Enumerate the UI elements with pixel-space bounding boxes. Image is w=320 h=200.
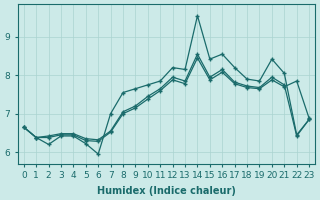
X-axis label: Humidex (Indice chaleur): Humidex (Indice chaleur) bbox=[97, 186, 236, 196]
